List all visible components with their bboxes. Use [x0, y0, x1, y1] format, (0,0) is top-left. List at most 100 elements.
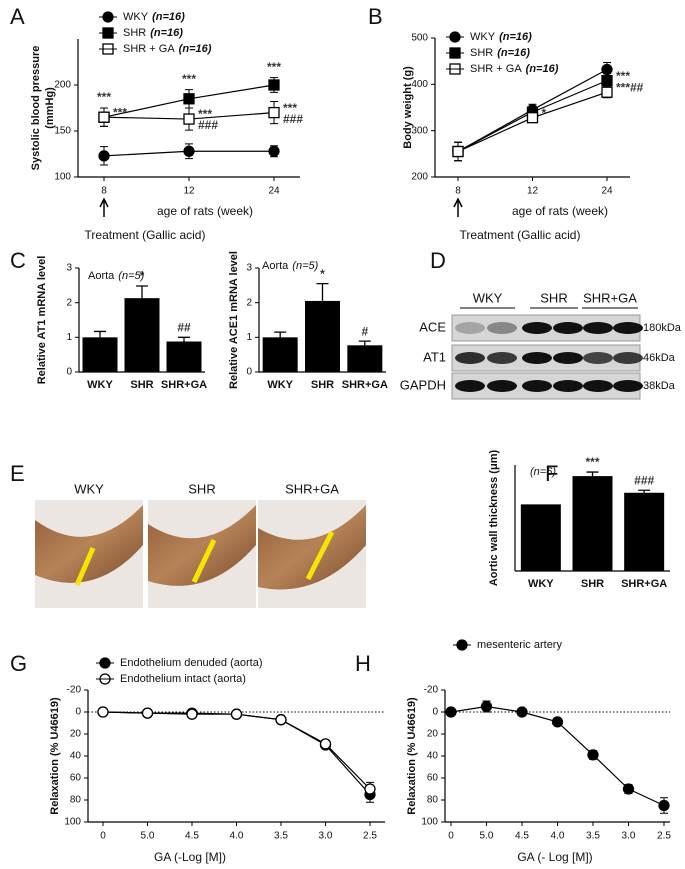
- inset-label: Aorta: [88, 270, 115, 282]
- significance-label: ***: [198, 107, 212, 121]
- x-axis-label: age of rats (week): [512, 204, 608, 218]
- y-tick-label: -20: [424, 685, 439, 696]
- annotation: Treatment (Gallic acid): [85, 228, 206, 242]
- x-tick-label: 4.5: [185, 831, 199, 842]
- x-tick-label: SHR: [311, 379, 334, 391]
- significance-label: ***: [97, 90, 111, 104]
- x-tick-label: 4.0: [551, 831, 565, 842]
- legend-label: WKY: [470, 31, 496, 43]
- significance-label: ###: [634, 473, 654, 487]
- y-tick-label: 0: [432, 707, 438, 718]
- y-tick-label: 0: [75, 707, 81, 718]
- blot-row-label: GAPDH: [400, 377, 446, 392]
- error-bar: [136, 285, 148, 299]
- y-axis-label: Relative ACE1 mRNA level: [228, 251, 240, 389]
- data-point: [658, 799, 670, 812]
- vessel-wall: [148, 505, 256, 586]
- bar: [166, 341, 202, 372]
- x-tick-label: 24: [601, 186, 613, 197]
- data-point: [452, 145, 464, 158]
- legend-note: (n=16): [526, 63, 559, 75]
- y-axis-label: Body weight (g): [402, 66, 414, 149]
- blot-group-label: SHR+GA: [583, 290, 637, 305]
- significance-label: ###: [283, 112, 303, 126]
- data-point: [268, 106, 280, 119]
- legend-note: (n=16): [150, 27, 183, 39]
- y-tick-label: 100: [54, 172, 71, 183]
- x-tick-label: 0: [100, 831, 106, 842]
- blot-band: [487, 380, 517, 392]
- legend-label: SHR: [470, 47, 493, 59]
- x-axis-label: age of rats (week): [157, 204, 253, 218]
- data-point: [97, 706, 109, 718]
- x-tick-label: SHR+GA: [621, 578, 667, 590]
- bar: [82, 337, 118, 372]
- significance-label: *: [320, 267, 325, 281]
- data-point: [141, 707, 154, 719]
- y-tick-label: 0: [246, 367, 252, 378]
- legend-note: (n=16): [499, 31, 532, 43]
- significance-label: ***: [113, 105, 127, 119]
- inset-note: (n=5): [118, 270, 144, 282]
- y-tick-label: 40: [70, 751, 82, 762]
- y-tick-label: 3: [66, 263, 72, 274]
- data-point: [601, 74, 613, 87]
- legend-label: WKY: [123, 11, 149, 23]
- y-tick-label: -20: [67, 685, 82, 696]
- thickness-marker: [74, 547, 96, 586]
- panel-letter: D: [430, 248, 446, 273]
- y-tick-label: 400: [411, 79, 428, 90]
- y-tick-label: 300: [411, 125, 428, 136]
- significance-label: *: [542, 106, 547, 120]
- data-point: [364, 783, 376, 795]
- blot-row-label: ACE: [419, 319, 446, 334]
- blot-band: [583, 380, 613, 392]
- error-bar: [178, 336, 190, 342]
- blot-band: [613, 380, 643, 392]
- y-tick-label: 40: [427, 751, 439, 762]
- x-tick-label: 24: [268, 186, 280, 197]
- x-tick-label: 4.0: [230, 831, 244, 842]
- data-point: [601, 86, 613, 98]
- inset-note: (n=6): [530, 466, 556, 478]
- y-tick-label: 1: [246, 332, 252, 343]
- x-tick-label: 0: [448, 831, 454, 842]
- significance-label: ***: [585, 455, 599, 469]
- data-point: [183, 93, 195, 105]
- legend-note: (n=16): [152, 11, 185, 23]
- blot-group-label: WKY: [473, 290, 503, 305]
- legend-label: SHR + GA: [123, 43, 175, 55]
- x-tick-label: 12: [527, 186, 539, 197]
- panel-letter: A: [10, 4, 25, 29]
- blot-size-label: 46kDa: [643, 352, 676, 364]
- y-tick-label: 100: [64, 817, 81, 828]
- y-tick-label: 200: [54, 80, 71, 91]
- data-point: [551, 716, 564, 728]
- error-bar: [358, 340, 371, 346]
- legend-label: Endothelium denuded (aorta): [120, 657, 262, 669]
- x-tick-label: 5.0: [141, 831, 155, 842]
- blot-band: [613, 352, 643, 364]
- significance-label: ***: [616, 69, 630, 83]
- blot-band: [522, 380, 552, 392]
- blot-band: [553, 322, 583, 334]
- bar: [305, 300, 340, 372]
- bar: [520, 504, 561, 571]
- x-tick-label: WKY: [267, 379, 293, 391]
- vessel-wall: [35, 505, 143, 583]
- y-tick-label: 20: [70, 729, 82, 740]
- x-tick-label: SHR: [130, 379, 153, 391]
- data-point: [480, 700, 493, 713]
- panel-letter: F: [545, 461, 558, 486]
- blot-band: [522, 352, 552, 364]
- legend-note: (n=16): [179, 43, 212, 55]
- panel-letter: E: [10, 461, 25, 486]
- legend-label: mesenteric artery: [477, 639, 562, 651]
- panel-letter: C: [10, 248, 26, 273]
- blot-band: [522, 322, 552, 334]
- legend-note: (n=16): [497, 47, 530, 59]
- bar: [347, 345, 383, 372]
- blot-band: [613, 322, 643, 334]
- data-point: [587, 749, 599, 761]
